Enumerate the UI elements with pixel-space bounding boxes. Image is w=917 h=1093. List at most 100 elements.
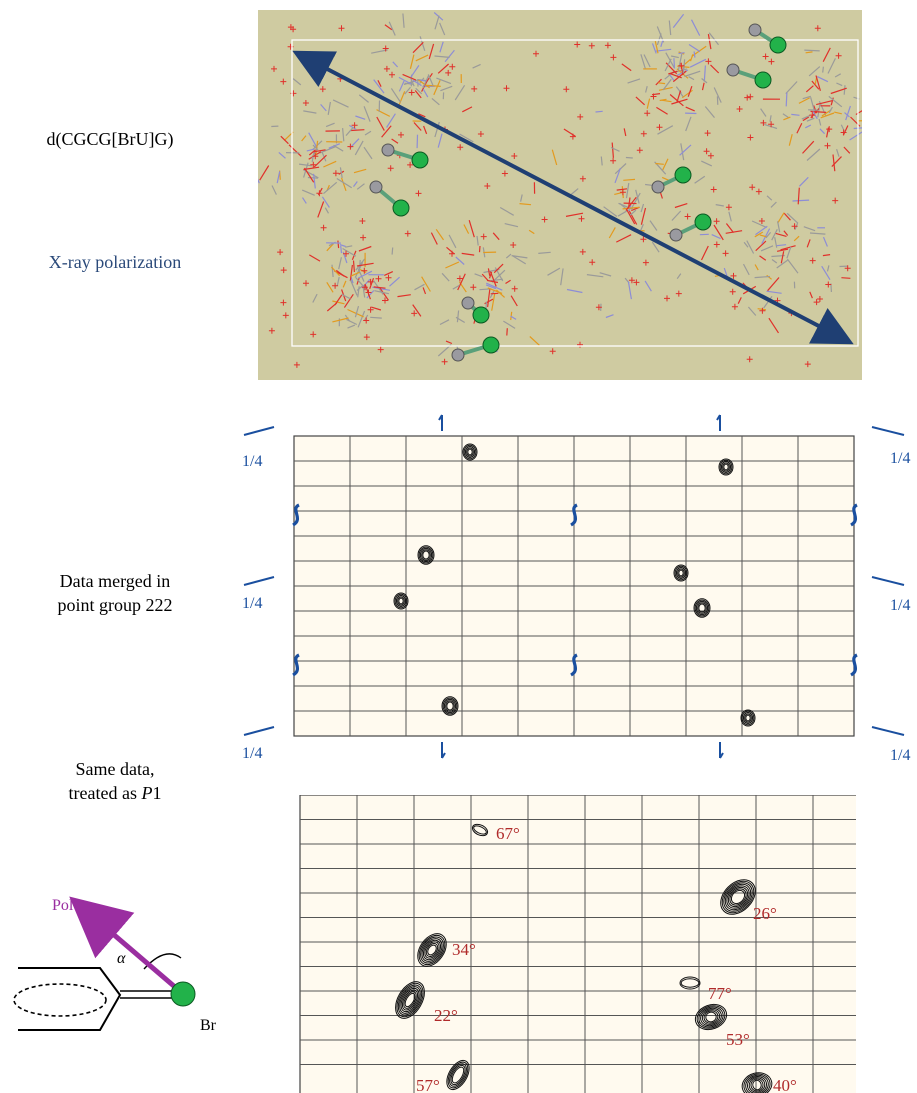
water-cross	[282, 312, 289, 319]
p1-map-grid	[300, 795, 856, 1093]
density-contour	[442, 697, 458, 715]
density-contour	[730, 889, 746, 905]
p1-label: Same data, treated as P1	[15, 757, 215, 805]
backbone-bond	[391, 247, 394, 255]
density-contour	[741, 1072, 773, 1093]
bromine-atom-icon	[674, 166, 692, 184]
angle-label: 22°	[434, 1006, 458, 1025]
carbon-atom-icon	[461, 296, 475, 310]
quarter-mark-bottom-left: 1/4	[242, 745, 263, 762]
angle-label: 26°	[753, 904, 777, 923]
water-cross	[588, 42, 595, 49]
water-cross	[382, 45, 389, 52]
axis-arrow-right	[871, 576, 905, 586]
quarter-mark-top-right: 1/4	[890, 450, 911, 467]
density-contour	[419, 547, 433, 563]
density-contour	[723, 882, 753, 912]
density-contour	[397, 596, 405, 606]
water-cross	[268, 327, 275, 334]
axis-arrow-left	[243, 426, 275, 436]
backbone-bond	[595, 110, 603, 113]
density-contour	[422, 939, 442, 961]
density-contour	[675, 567, 687, 579]
axis-arrow-left	[243, 726, 275, 736]
water-cross	[549, 348, 556, 355]
density-contour	[700, 1007, 722, 1027]
polarization-arrow	[292, 50, 854, 345]
backbone-bond	[434, 15, 440, 30]
p1-label-line2: treated as P1	[68, 783, 162, 803]
density-contour	[694, 599, 710, 617]
density-contour	[745, 1074, 769, 1093]
backbone-bond	[439, 22, 446, 36]
density-contour	[446, 1059, 470, 1091]
quarter-mark-mid-right: 1/4	[890, 597, 911, 614]
density-contour	[462, 443, 478, 461]
density-contour	[418, 546, 434, 564]
p1-map-area	[300, 795, 856, 1093]
density-contour	[679, 976, 701, 990]
carbon-atom-icon	[669, 228, 683, 242]
density-contour	[703, 1010, 719, 1024]
p1-map-svg: 67° 26° 34° 77° 22° 53° 57° 40°	[299, 795, 856, 1093]
angle-label: 34°	[452, 940, 476, 959]
density-contour	[394, 593, 408, 609]
backbone-bond	[402, 13, 405, 28]
unit-cell-box	[291, 39, 859, 347]
density-contour	[400, 987, 420, 1013]
backbone-bond	[708, 32, 719, 46]
density-contour	[443, 698, 457, 714]
angle-label: 53°	[726, 1030, 750, 1049]
twofold-axis-symbol	[570, 653, 578, 677]
backbone-bond	[490, 292, 499, 295]
schematic-svg: Pol α Br	[13, 896, 217, 1034]
axis-arrow-right	[871, 726, 905, 736]
backbone-bond	[370, 316, 382, 319]
backbone-bond	[843, 85, 846, 95]
uracil-ring	[18, 967, 122, 1031]
density-contour	[393, 592, 409, 610]
bromine-atom-icon	[769, 36, 787, 54]
backbone-bond	[672, 13, 685, 28]
density-contour	[451, 1066, 465, 1084]
water-cross	[814, 25, 821, 32]
density-contour	[449, 1063, 467, 1087]
backbone-bond	[280, 135, 289, 145]
carbon-atom-icon	[369, 180, 383, 194]
backbone-bond	[785, 92, 788, 107]
backbone-bond	[822, 66, 824, 73]
density-contour	[678, 569, 684, 577]
density-contour	[698, 603, 706, 613]
density-contour	[744, 713, 752, 723]
bromine-atom-icon	[482, 336, 500, 354]
density-contour	[424, 941, 440, 959]
density-contour	[467, 448, 473, 456]
backbone-bond	[658, 82, 666, 85]
density-contour	[723, 463, 729, 471]
backbone-bond	[278, 151, 286, 159]
density-contour	[718, 458, 734, 476]
density-contour	[404, 992, 416, 1008]
axis-arrow-left	[243, 576, 275, 586]
bromine-atom-icon	[472, 306, 490, 324]
twofold-axis-symbol	[850, 653, 858, 677]
density-contour	[471, 823, 489, 837]
density-contour	[463, 444, 477, 460]
quarter-mark-top-left: 1/4	[242, 453, 263, 470]
density-contour	[752, 1079, 762, 1091]
density-contour	[722, 462, 730, 472]
density-contour	[417, 933, 447, 967]
density-contour	[446, 701, 454, 711]
backbone-bond	[673, 58, 676, 69]
angle-label: 40°	[773, 1076, 797, 1093]
density-contour	[698, 1006, 724, 1028]
backbone-bond	[625, 156, 633, 159]
density-contour	[695, 600, 709, 616]
density-contour	[741, 710, 755, 726]
carbon-atom-icon	[381, 143, 395, 157]
quarter-mark-mid-left: 1/4	[242, 595, 263, 612]
density-contour	[694, 1003, 728, 1031]
merged-label-line2: point group 222	[57, 595, 173, 615]
bromine-atom-icon	[754, 71, 772, 89]
density-contour	[395, 981, 425, 1019]
